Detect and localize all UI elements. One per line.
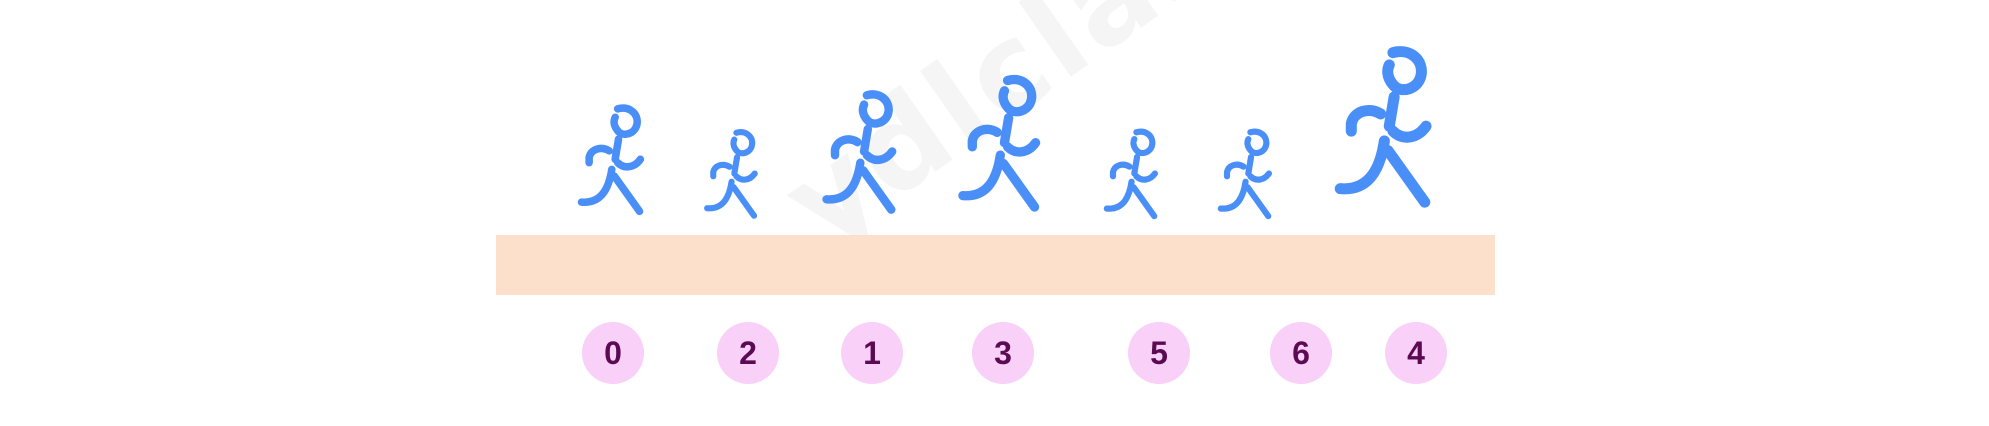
- running-person-icon: [958, 74, 1041, 212]
- runner-4: [1099, 124, 1171, 234]
- running-person-icon: [1217, 128, 1273, 220]
- runner-label-6: 4: [1385, 322, 1447, 384]
- running-person-icon: [1103, 128, 1159, 220]
- runner-2: [817, 84, 913, 234]
- running-person-icon: [822, 90, 897, 214]
- runner-label-0: 0: [582, 322, 644, 384]
- runner-label-2: 1: [841, 322, 903, 384]
- runner-3: [950, 68, 1061, 234]
- running-person-icon: [577, 104, 645, 216]
- runner-label-3: 3: [972, 322, 1034, 384]
- runner-0: [574, 98, 658, 234]
- runner-5: [1213, 124, 1285, 234]
- running-track: [496, 235, 1495, 295]
- running-person-icon: [704, 129, 758, 219]
- runner-label-4: 5: [1128, 322, 1190, 384]
- runner-label-5: 6: [1270, 322, 1332, 384]
- running-person-icon: [1334, 46, 1432, 208]
- runner-1: [701, 124, 769, 234]
- runner-6: [1326, 38, 1455, 234]
- runner-label-1: 2: [717, 322, 779, 384]
